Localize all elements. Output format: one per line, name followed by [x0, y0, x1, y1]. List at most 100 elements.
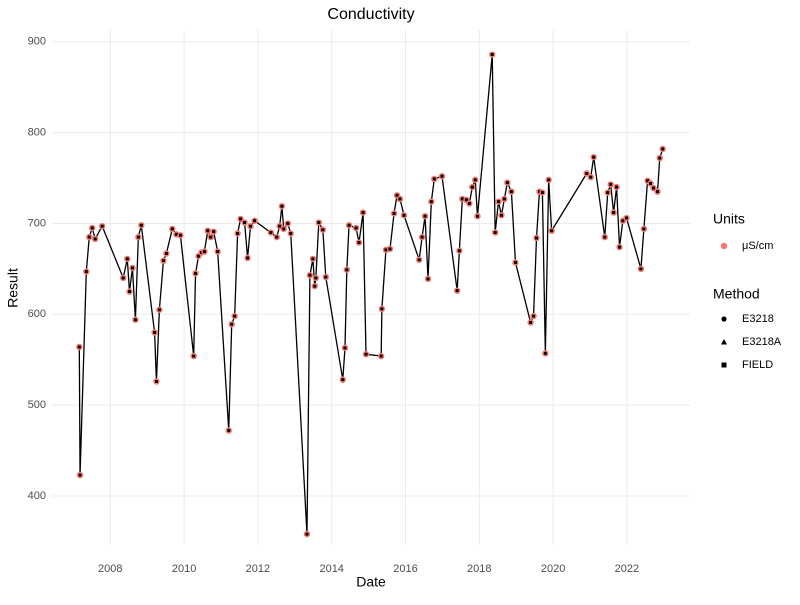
point-marker [174, 232, 178, 236]
point-marker [509, 190, 513, 194]
point-marker [153, 330, 157, 334]
point-marker [625, 216, 629, 220]
line [78, 54, 664, 535]
point-marker [136, 235, 140, 239]
y-tick-label: 500 [28, 399, 46, 411]
point-marker [615, 185, 619, 189]
point-marker [125, 257, 129, 261]
point-marker [502, 197, 506, 201]
point-marker [467, 201, 471, 205]
point-marker [209, 235, 213, 239]
point-marker [464, 198, 468, 202]
point-marker [278, 224, 282, 228]
point-marker [133, 318, 137, 322]
point-marker [603, 235, 607, 239]
point-marker [282, 227, 286, 231]
point-marker [499, 213, 503, 217]
x-tick-label: 2016 [393, 563, 417, 575]
point-marker [392, 211, 396, 215]
point-marker [417, 258, 421, 262]
point-marker [455, 289, 459, 293]
point-marker [341, 378, 345, 382]
x-tick-label: 2008 [98, 563, 122, 575]
point-marker [529, 320, 533, 324]
point-marker [206, 229, 210, 233]
point-marker [532, 314, 536, 318]
point-marker [440, 174, 444, 178]
point-marker [658, 156, 662, 160]
legend-title: Units [713, 211, 745, 227]
point-marker [121, 276, 125, 280]
y-axis-label: Result [5, 268, 21, 308]
point-marker [239, 217, 243, 221]
point-marker [423, 214, 427, 218]
legend-shape [721, 316, 727, 322]
point-marker [618, 245, 622, 249]
legend-label: E3218A [742, 336, 782, 348]
legend-label: μS/cm [742, 240, 773, 252]
point-marker [84, 270, 88, 274]
point-marker [473, 178, 477, 182]
point-marker [249, 224, 253, 228]
point-marker [426, 277, 430, 281]
point-marker [280, 204, 284, 208]
point-marker [100, 224, 104, 228]
point-marker [243, 221, 247, 225]
point-marker [651, 186, 655, 190]
point-marker [289, 231, 293, 235]
point-marker [543, 351, 547, 355]
y-tick-label: 700 [28, 217, 46, 229]
point-marker [246, 256, 250, 260]
point-marker [457, 249, 461, 253]
legend-swatch [720, 242, 728, 250]
point-marker [90, 226, 94, 230]
point-marker [398, 197, 402, 201]
point-marker [77, 345, 81, 349]
point-marker [170, 227, 174, 231]
point-marker [609, 182, 613, 186]
point-marker [384, 248, 388, 252]
point-marker [621, 219, 625, 223]
point-marker [639, 267, 643, 271]
point-marker [130, 266, 134, 270]
point-marker [311, 257, 315, 261]
point-marker [513, 261, 517, 265]
point-marker [139, 223, 143, 227]
point-marker [649, 182, 653, 186]
chart-title: Conductivity [327, 6, 414, 23]
point-marker [230, 322, 234, 326]
point-marker [314, 276, 318, 280]
point-marker [317, 221, 321, 225]
point-marker [357, 241, 361, 245]
point-marker [354, 226, 358, 230]
point-marker [178, 233, 182, 237]
point-marker [490, 53, 494, 57]
point-marker [432, 177, 436, 181]
point-marker [361, 211, 365, 215]
point-marker [286, 221, 290, 225]
legend-shape [721, 362, 727, 368]
point-marker [127, 290, 131, 294]
point-marker [534, 236, 538, 240]
point-marker [505, 181, 509, 185]
point-marker [395, 193, 399, 197]
point-marker [87, 235, 91, 239]
point-marker [236, 231, 240, 235]
point-marker [347, 223, 351, 227]
point-marker [343, 346, 347, 350]
point-marker [308, 273, 312, 277]
legend-shape [721, 339, 727, 345]
point-marker [269, 231, 273, 235]
point-marker [202, 250, 206, 254]
point-marker [496, 200, 500, 204]
point-marker [313, 284, 317, 288]
point-marker [470, 185, 474, 189]
point-marker [194, 271, 198, 275]
x-tick-label: 2014 [319, 563, 343, 575]
point-marker [253, 219, 257, 223]
x-tick-label: 2010 [172, 563, 196, 575]
point-marker [612, 211, 616, 215]
point-marker [364, 352, 368, 356]
legend-label: FIELD [742, 359, 773, 371]
